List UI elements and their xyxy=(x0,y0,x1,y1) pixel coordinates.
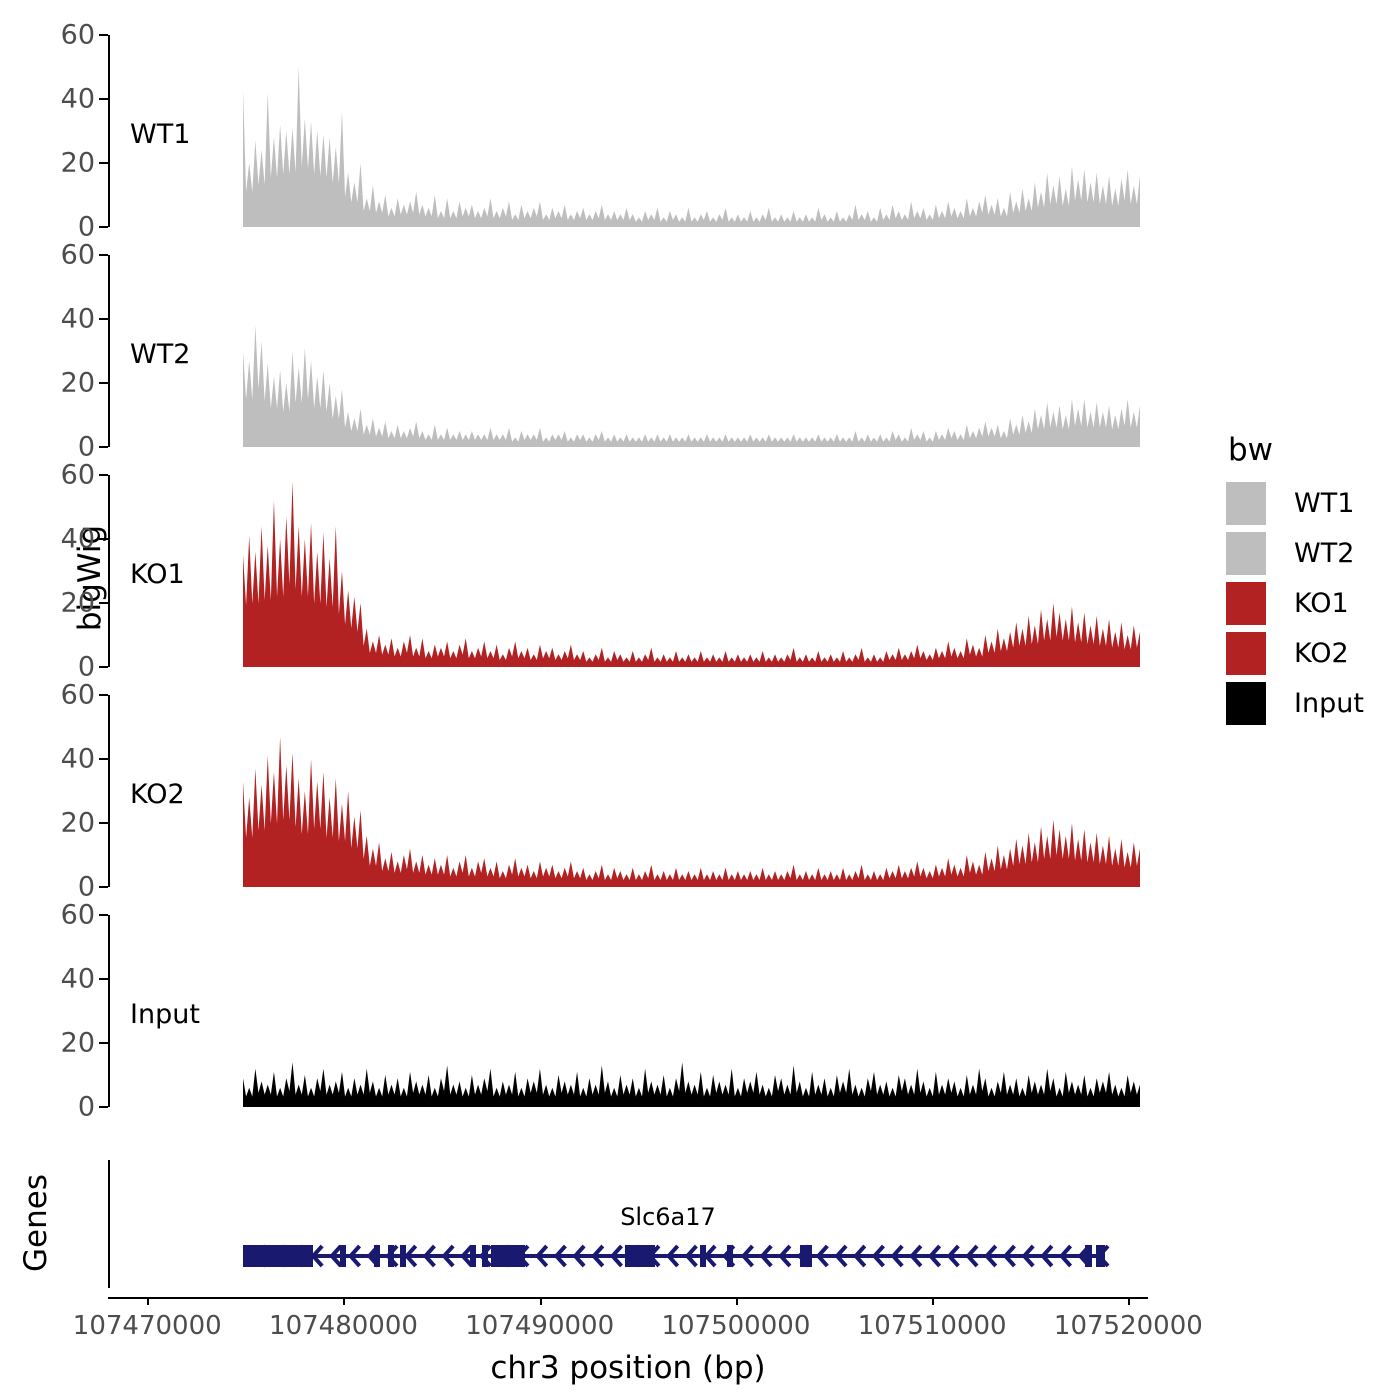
y-tick-label: 60 xyxy=(60,459,95,491)
y-tick-mark xyxy=(99,98,108,100)
x-tick-label: 107470000 xyxy=(72,1311,222,1341)
y-tick-mark xyxy=(99,34,108,36)
y-tick-mark xyxy=(99,1106,108,1108)
y-tick-label: 40 xyxy=(60,743,95,775)
y-tick-mark xyxy=(99,162,108,164)
y-tick-label: 40 xyxy=(60,523,95,555)
y-tick-label: 20 xyxy=(60,147,95,179)
signal-track-ko1[interactable] xyxy=(108,475,1148,667)
legend: bw WT1 WT2 KO1 KO2 Input xyxy=(1226,432,1364,732)
legend-swatch-ko1 xyxy=(1226,582,1266,625)
track-strip-label-ko1: KO1 xyxy=(130,559,185,591)
y-tick-mark xyxy=(99,254,108,256)
x-tick-mark xyxy=(343,1297,346,1305)
y-tick-mark xyxy=(99,694,108,696)
legend-items: WT1 WT2 KO1 KO2 Input xyxy=(1226,482,1364,725)
y-tick-mark xyxy=(99,886,108,888)
y-axis-line xyxy=(108,695,110,887)
x-tick-label: 107510000 xyxy=(857,1311,1007,1341)
y-tick-mark xyxy=(99,1042,108,1044)
x-tick-mark xyxy=(932,1297,935,1305)
y-tick-label: 20 xyxy=(60,807,95,839)
y-tick-mark xyxy=(99,822,108,824)
legend-swatch-wt2 xyxy=(1226,532,1266,575)
signal-track-input[interactable] xyxy=(108,915,1148,1107)
signal-track-ko2[interactable] xyxy=(108,695,1148,887)
legend-swatch-wt1 xyxy=(1226,482,1266,525)
track-panel-wt1: 0 20 40 60 WT1 xyxy=(61,22,1148,241)
y-tick-label: 0 xyxy=(77,431,95,463)
y-tick-label: 60 xyxy=(60,239,95,271)
y-axis-title-genes: Genes xyxy=(18,1174,54,1272)
track-panel-wt2: 0 20 40 60 WT2 xyxy=(61,242,1148,461)
y-tick-label: 40 xyxy=(60,963,95,995)
y-tick-mark xyxy=(99,382,108,384)
legend-label-ko2: KO2 xyxy=(1294,638,1349,669)
legend-item-input[interactable]: Input xyxy=(1226,682,1364,725)
gene-track[interactable] xyxy=(108,1160,1148,1288)
y-tick-label: 60 xyxy=(60,19,95,51)
x-tick-mark xyxy=(147,1297,150,1305)
y-tick-label: 20 xyxy=(60,367,95,399)
y-tick-mark xyxy=(99,226,108,228)
y-tick-mark xyxy=(99,474,108,476)
legend-item-ko2[interactable]: KO2 xyxy=(1226,632,1364,675)
track-strip-label-wt2: WT2 xyxy=(130,339,191,371)
legend-item-ko1[interactable]: KO1 xyxy=(1226,582,1364,625)
legend-item-wt1[interactable]: WT1 xyxy=(1226,482,1364,525)
y-tick-label: 0 xyxy=(77,211,95,243)
x-tick-label: 107500000 xyxy=(661,1311,811,1341)
x-tick-mark xyxy=(539,1297,542,1305)
gene-name-label: Slc6a17 xyxy=(620,1203,716,1231)
y-tick-mark xyxy=(99,914,108,916)
track-strip-label-ko2: KO2 xyxy=(130,779,185,811)
y-tick-label: 60 xyxy=(60,679,95,711)
y-tick-mark xyxy=(99,318,108,320)
track-strip-label-input: Input xyxy=(130,999,200,1031)
y-axis-title-bigwig: bigWig xyxy=(72,524,108,632)
x-tick-mark xyxy=(735,1297,738,1305)
x-tick-label: 107490000 xyxy=(465,1311,615,1341)
legend-label-ko1: KO1 xyxy=(1294,588,1349,619)
legend-item-wt2[interactable]: WT2 xyxy=(1226,532,1364,575)
y-axis-line xyxy=(108,475,110,667)
legend-title: bw xyxy=(1228,432,1274,468)
y-tick-mark xyxy=(99,978,108,980)
genes-axis-line xyxy=(108,1160,110,1288)
track-panel-input: 0 20 40 60 Input xyxy=(61,902,1148,1121)
y-axis-line xyxy=(108,255,110,447)
y-tick-label: 60 xyxy=(60,899,95,931)
y-tick-label: 0 xyxy=(77,1091,95,1123)
y-axis-line xyxy=(108,915,110,1107)
signal-track-wt1[interactable] xyxy=(108,35,1148,227)
legend-label-wt2: WT2 xyxy=(1294,538,1355,569)
y-tick-label: 20 xyxy=(60,587,95,619)
y-tick-label: 20 xyxy=(60,1027,95,1059)
legend-label-wt1: WT1 xyxy=(1294,488,1355,519)
y-tick-mark xyxy=(99,666,108,668)
signal-track-wt2[interactable] xyxy=(108,255,1148,447)
track-panel-ko2: 0 20 40 60 KO2 xyxy=(61,682,1148,901)
track-strip-label-wt1: WT1 xyxy=(130,119,191,151)
y-tick-label: 0 xyxy=(77,651,95,683)
y-tick-mark xyxy=(99,538,108,540)
x-axis-title: chr3 position (bp) xyxy=(490,1350,766,1386)
y-tick-label: 0 xyxy=(77,871,95,903)
x-tick-mark xyxy=(1128,1297,1131,1305)
x-tick-label: 107520000 xyxy=(1053,1311,1203,1341)
y-axis-line xyxy=(108,35,110,227)
legend-swatch-input xyxy=(1226,682,1266,725)
y-tick-mark xyxy=(99,446,108,448)
x-tick-label: 107480000 xyxy=(269,1311,418,1341)
y-tick-label: 40 xyxy=(60,83,95,115)
y-tick-label: 40 xyxy=(60,303,95,335)
track-panel-ko1: 0 20 40 60 KO1 xyxy=(61,462,1148,681)
legend-swatch-ko2 xyxy=(1226,632,1266,675)
y-tick-mark xyxy=(99,602,108,604)
x-axis-line xyxy=(108,1297,1148,1299)
legend-label-input: Input xyxy=(1294,688,1364,719)
y-tick-mark xyxy=(99,758,108,760)
